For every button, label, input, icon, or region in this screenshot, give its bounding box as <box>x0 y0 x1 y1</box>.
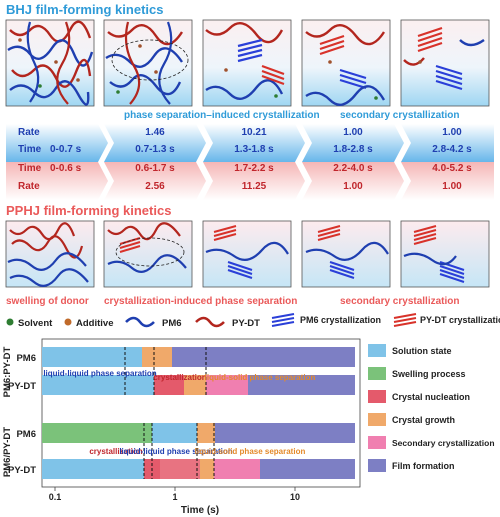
rate-top-3: 1.00 <box>343 127 363 138</box>
time-bottom-3: 2.2-4.0 s <box>333 163 373 174</box>
time-label-bottom: Time <box>18 163 42 174</box>
legend-solvent: Solvent <box>18 318 53 329</box>
time-bottom-first: 0-0.6 s <box>50 163 82 174</box>
additive-icon <box>64 318 72 326</box>
pm6-crystal-icon <box>271 313 295 327</box>
timeline-legend: Solution state Swelling process Crystal … <box>368 344 495 472</box>
time-top-2: 1.3-1.8 s <box>234 144 274 155</box>
rate-bottom-3: 1.00 <box>442 181 462 192</box>
time-bottom-4: 4.0-5.2 s <box>432 163 472 174</box>
tl-legend-swelling: Swelling process <box>392 369 466 379</box>
annot-cryst-bottom: crystallization <box>89 447 142 456</box>
tl-legend-nucleation: Crystal nucleation <box>392 392 470 402</box>
pphj-panel-4 <box>301 220 391 288</box>
group-label-bottom: PM6/PY-DT <box>2 427 13 477</box>
x-tick-1: 0.1 <box>49 492 62 502</box>
legend-additive: Additive <box>76 318 113 329</box>
legend-pydt: PY-DT <box>232 318 260 329</box>
caption-pphj-secondary: secondary crystallization <box>340 296 460 307</box>
time-top-first: 0-0.7 s <box>50 144 82 155</box>
caption-cryst-phase: crystallization-induced phase separation <box>104 296 297 307</box>
pydt-crystal-icon <box>393 313 417 327</box>
rate-label-bottom: Rate <box>18 181 40 192</box>
legend-pydt-cryst: PY-DT crystallization <box>420 315 500 325</box>
tl-legend-growth: Crystal growth <box>392 415 455 425</box>
rate-top-2: 10.21 <box>241 127 266 138</box>
x-tick-2: 1 <box>172 492 177 502</box>
caption-bhj-secondary: secondary crystallization <box>340 110 460 121</box>
timeline-chart: liquid-liquid phase separation crystalli… <box>2 338 361 516</box>
time-bottom-2: 1.7-2.2 s <box>234 163 274 174</box>
row-label-4: PY-DT <box>8 465 36 476</box>
rate-bottom-first: 2.56 <box>145 181 165 192</box>
rate-top-4: 1.00 <box>442 127 462 138</box>
row-label-1: PM6 <box>16 353 36 364</box>
time-top-1: 0.7-1.3 s <box>135 144 175 155</box>
tl-legend-solution: Solution state <box>392 346 452 356</box>
time-label-top: Time <box>18 144 42 155</box>
kinetics-arrows <box>6 124 494 200</box>
annot-llps-top: liquid-liquid phase separation <box>43 369 156 378</box>
time-bottom-1: 0.6-1.7 s <box>135 163 175 174</box>
tl-legend-secondary: Secondary crystallization <box>392 438 495 448</box>
time-top-3: 1.8-2.8 s <box>333 144 373 155</box>
bhj-title: BHJ film-forming kinetics <box>6 2 163 17</box>
annot-llps-bottom: liquid-liquid phase separation <box>119 447 232 456</box>
pphj-panel-2 <box>103 220 193 288</box>
tl-legend-film: Film formation <box>392 461 455 471</box>
annot-lsps-top: liquid-solid phase separation <box>205 373 316 382</box>
row-label-2: PY-DT <box>8 381 36 392</box>
caption-phase-sep-cryst: phase separation–induced crystallization <box>124 110 320 121</box>
row-label-3: PM6 <box>16 429 36 440</box>
pydt-chain-icon <box>195 316 225 328</box>
pm6-chain-icon <box>125 316 155 328</box>
bhj-panel-3 <box>202 19 292 107</box>
pphj-title: PPHJ film-forming kinetics <box>6 203 171 218</box>
rate-bottom-1: 11.25 <box>242 181 267 192</box>
pphj-panel-1 <box>5 220 95 288</box>
legend-pm6-cryst: PM6 crystallization <box>300 315 381 325</box>
annot-cryst-top: crystallization <box>153 373 206 382</box>
caption-swelling: swelling of donor <box>6 296 89 307</box>
pphj-panels <box>5 220 490 288</box>
group-label-top: PM6:PY-DT <box>2 346 13 397</box>
rate-label-top: Rate <box>18 127 40 138</box>
bhj-panels <box>5 19 490 107</box>
legend-pm6: PM6 <box>162 318 182 329</box>
component-legend: Solvent Additive PM6 PY-DT PM6 crystalli… <box>6 313 500 329</box>
rate-bottom-2: 1.00 <box>343 181 363 192</box>
bhj-panel-5 <box>400 19 490 107</box>
solvent-icon <box>6 318 14 326</box>
x-tick-3: 10 <box>290 492 300 502</box>
time-top-4: 2.8-4.2 s <box>432 144 472 155</box>
annot-lsps-bottom: liquid-solid phase separation <box>195 447 306 456</box>
rate-top-1: 1.46 <box>145 127 165 138</box>
x-axis-label: Time (s) <box>181 505 219 516</box>
